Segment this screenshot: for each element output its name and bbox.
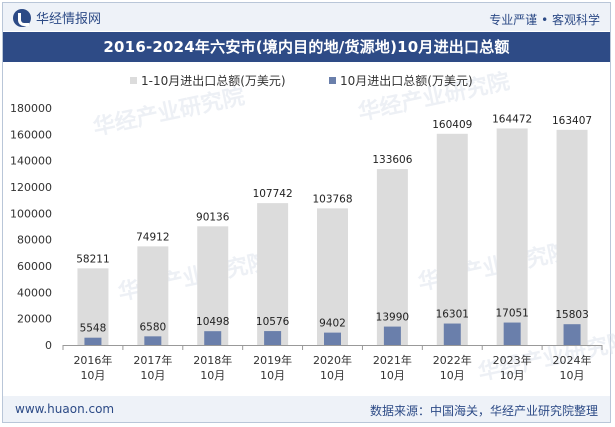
footer-source: 数据来源：中国海关，华经产业研究院整理 xyxy=(369,404,598,418)
bar-october xyxy=(563,324,581,345)
x-category-year: 2020年 xyxy=(313,353,352,367)
data-label-total: 74912 xyxy=(136,231,169,243)
x-category-month: 10月 xyxy=(80,369,105,382)
data-label-total: 164472 xyxy=(492,113,532,125)
y-tick-label: 40000 xyxy=(17,286,52,299)
bar-total xyxy=(436,133,468,345)
footer-site: www.huaon.com xyxy=(15,402,115,416)
bar-total xyxy=(197,226,229,345)
data-label-total: 58211 xyxy=(76,253,109,265)
x-category-month: 10月 xyxy=(260,369,285,382)
bar-october xyxy=(324,332,341,345)
x-category-month: 10月 xyxy=(560,369,585,382)
chart-title: 2016-2024年六安市(境内目的地/货源地)10月进出口总额 xyxy=(3,32,610,62)
data-label-october: 6580 xyxy=(139,321,166,333)
y-tick-label: 60000 xyxy=(17,260,52,273)
logo-text: 华经情报网 xyxy=(36,12,102,27)
bar-october xyxy=(144,336,162,345)
huajing-logo-icon xyxy=(13,8,31,27)
watermark-text: 华经产业研究院 xyxy=(91,83,247,140)
footer: www.huaon.com 数据来源：中国海关，华经产业研究院整理 xyxy=(3,396,610,422)
x-category-year: 2019年 xyxy=(253,353,292,367)
data-label-total: 163407 xyxy=(552,115,592,127)
data-label-total: 90136 xyxy=(196,211,230,223)
x-category-year: 2024年 xyxy=(553,353,592,367)
legend-label-october: 10月进出口总额(万美元) xyxy=(340,74,473,88)
legend-swatch-total xyxy=(130,77,137,84)
data-label-october: 5548 xyxy=(80,323,107,335)
y-tick-label: 100000 xyxy=(10,207,52,220)
x-category-month: 10月 xyxy=(200,369,225,382)
data-label-october: 13990 xyxy=(376,312,409,324)
x-category-month: 10月 xyxy=(500,369,525,382)
tagline: 专业严谨 • 客观科学 xyxy=(489,13,600,27)
legend-label-total: 1-10月进出口总额(万美元) xyxy=(141,74,286,88)
x-category-month: 10月 xyxy=(380,369,405,382)
header: 华经情报网 专业严谨 • 客观科学 xyxy=(3,3,610,31)
x-category-month: 10月 xyxy=(320,369,345,382)
x-category-year: 2022年 xyxy=(433,353,472,367)
y-tick-label: 180000 xyxy=(10,102,52,115)
data-label-october: 9402 xyxy=(319,318,346,330)
x-category-year: 2023年 xyxy=(493,353,532,367)
bar-october xyxy=(204,331,222,345)
data-label-october: 10498 xyxy=(196,316,229,328)
data-label-october: 16301 xyxy=(436,309,469,321)
y-tick-label: 80000 xyxy=(17,234,52,247)
data-label-october: 15803 xyxy=(555,309,588,321)
bar-total xyxy=(77,268,109,345)
bar-total xyxy=(137,246,169,345)
x-category-month: 10月 xyxy=(440,369,465,382)
data-label-october: 10576 xyxy=(256,316,290,328)
y-tick-label: 0 xyxy=(45,339,52,352)
bar-october xyxy=(84,337,102,345)
x-category-year: 2016年 xyxy=(73,353,112,367)
bar-october xyxy=(503,322,521,345)
bar-total xyxy=(556,129,588,345)
y-tick-label: 20000 xyxy=(17,313,52,326)
bar-total xyxy=(317,208,348,345)
data-label-october: 17051 xyxy=(495,308,528,320)
bar-total xyxy=(257,203,289,345)
bar-total xyxy=(376,169,408,345)
x-category-year: 2021年 xyxy=(373,353,412,367)
y-tick-label: 140000 xyxy=(10,155,52,168)
y-tick-label: 120000 xyxy=(10,181,52,194)
bar-october xyxy=(443,323,461,345)
data-label-total: 103768 xyxy=(312,193,352,205)
y-tick-label: 160000 xyxy=(10,128,52,141)
data-label-total: 133606 xyxy=(372,154,412,166)
x-category-month: 10月 xyxy=(140,369,165,382)
x-category-year: 2017年 xyxy=(133,353,172,367)
bar-october xyxy=(264,331,282,345)
bar-october xyxy=(383,326,401,345)
data-label-total: 160409 xyxy=(432,119,472,131)
logo: 华经情报网 xyxy=(13,8,101,27)
x-category-year: 2018年 xyxy=(193,353,232,367)
legend-swatch-october xyxy=(329,77,336,84)
bar-total xyxy=(496,128,528,345)
data-label-total: 107742 xyxy=(253,188,293,200)
